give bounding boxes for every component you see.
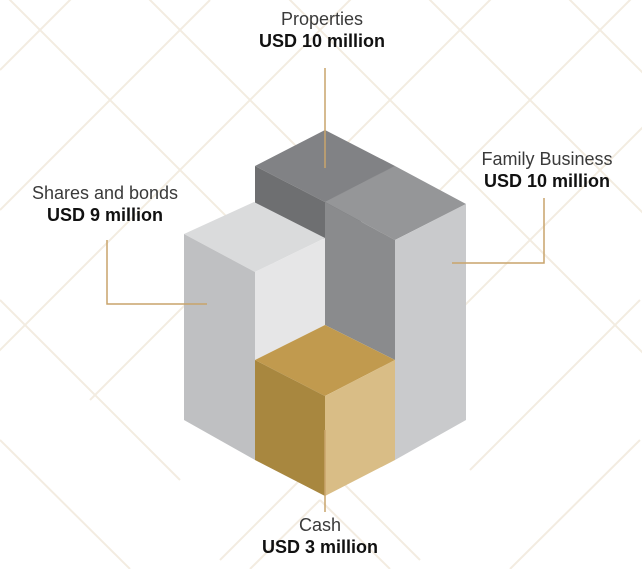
family-leader-line [452, 198, 545, 264]
shares-inner [255, 238, 325, 360]
family-left [325, 202, 395, 360]
properties-label: Properties USD 10 million [222, 8, 422, 52]
cash-left [255, 360, 325, 496]
properties-left [255, 166, 325, 240]
leader-lines [106, 68, 545, 512]
shares-name: Shares and bonds [31, 183, 179, 203]
family-business-value: USD 10 million [483, 171, 611, 191]
shares-top [184, 202, 325, 272]
cash-right [325, 360, 395, 496]
family-right [395, 204, 466, 460]
cash-top [255, 325, 395, 396]
shares-label: Shares and bonds USD 9 million [0, 182, 210, 226]
shares-left [184, 234, 255, 460]
properties-name: Properties [280, 9, 364, 29]
cash-value: USD 3 million [261, 537, 378, 557]
family-business-label: Family Business USD 10 million [452, 148, 642, 192]
shares-value: USD 9 million [46, 205, 163, 225]
family-top [325, 166, 466, 240]
family-business-name: Family Business [481, 149, 613, 169]
shares-leader-line [106, 240, 207, 305]
properties-value: USD 10 million [258, 31, 386, 51]
cash-name: Cash [298, 515, 342, 535]
cash-label: Cash USD 3 million [220, 514, 420, 558]
